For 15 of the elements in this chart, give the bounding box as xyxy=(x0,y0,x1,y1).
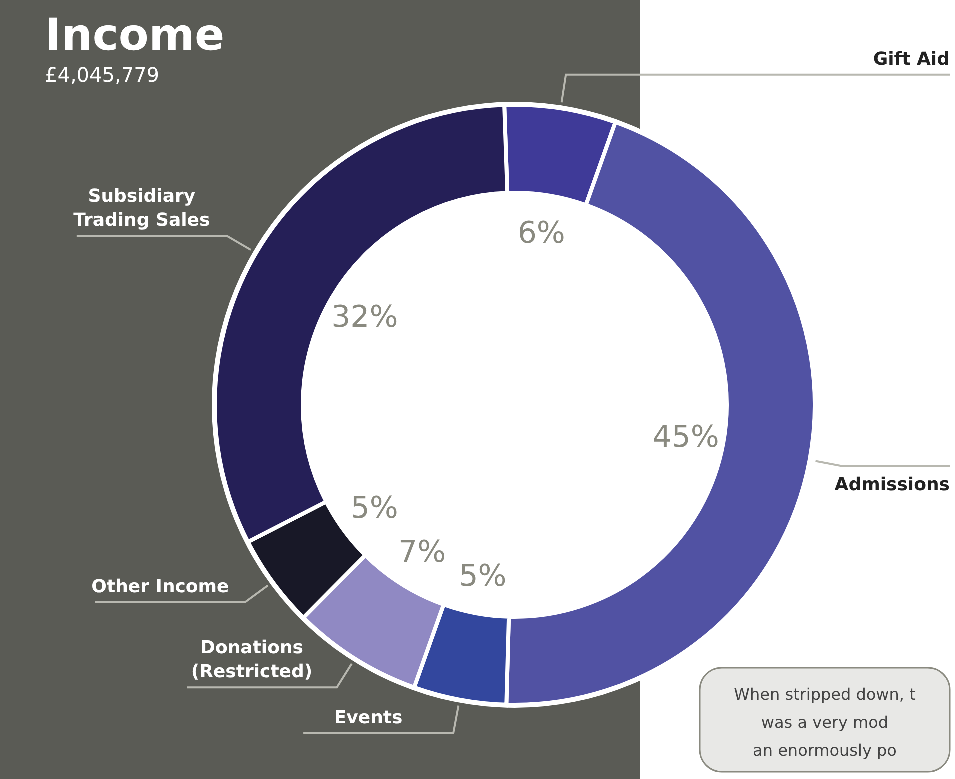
chart-title: Income xyxy=(45,10,225,61)
data-label: 45% xyxy=(652,420,720,456)
data-label: 5% xyxy=(350,490,398,526)
slice-label: Other Income xyxy=(92,576,230,598)
slice-label: Donations (Restricted) xyxy=(191,638,313,683)
slice-label: Subsidiary Trading Sales xyxy=(74,186,210,231)
slice-label: Events xyxy=(334,707,403,728)
slice-label: Gift Aid xyxy=(873,48,950,70)
data-label: 7% xyxy=(398,535,446,570)
data-label: 32% xyxy=(332,300,398,335)
data-label: 6% xyxy=(518,216,566,252)
text: When stripped down, t was a very mod an enormously po xyxy=(734,685,916,760)
slice-label: Admissions xyxy=(834,474,950,496)
data-label: 5% xyxy=(459,559,507,594)
text: £4,045,779 xyxy=(45,63,160,87)
